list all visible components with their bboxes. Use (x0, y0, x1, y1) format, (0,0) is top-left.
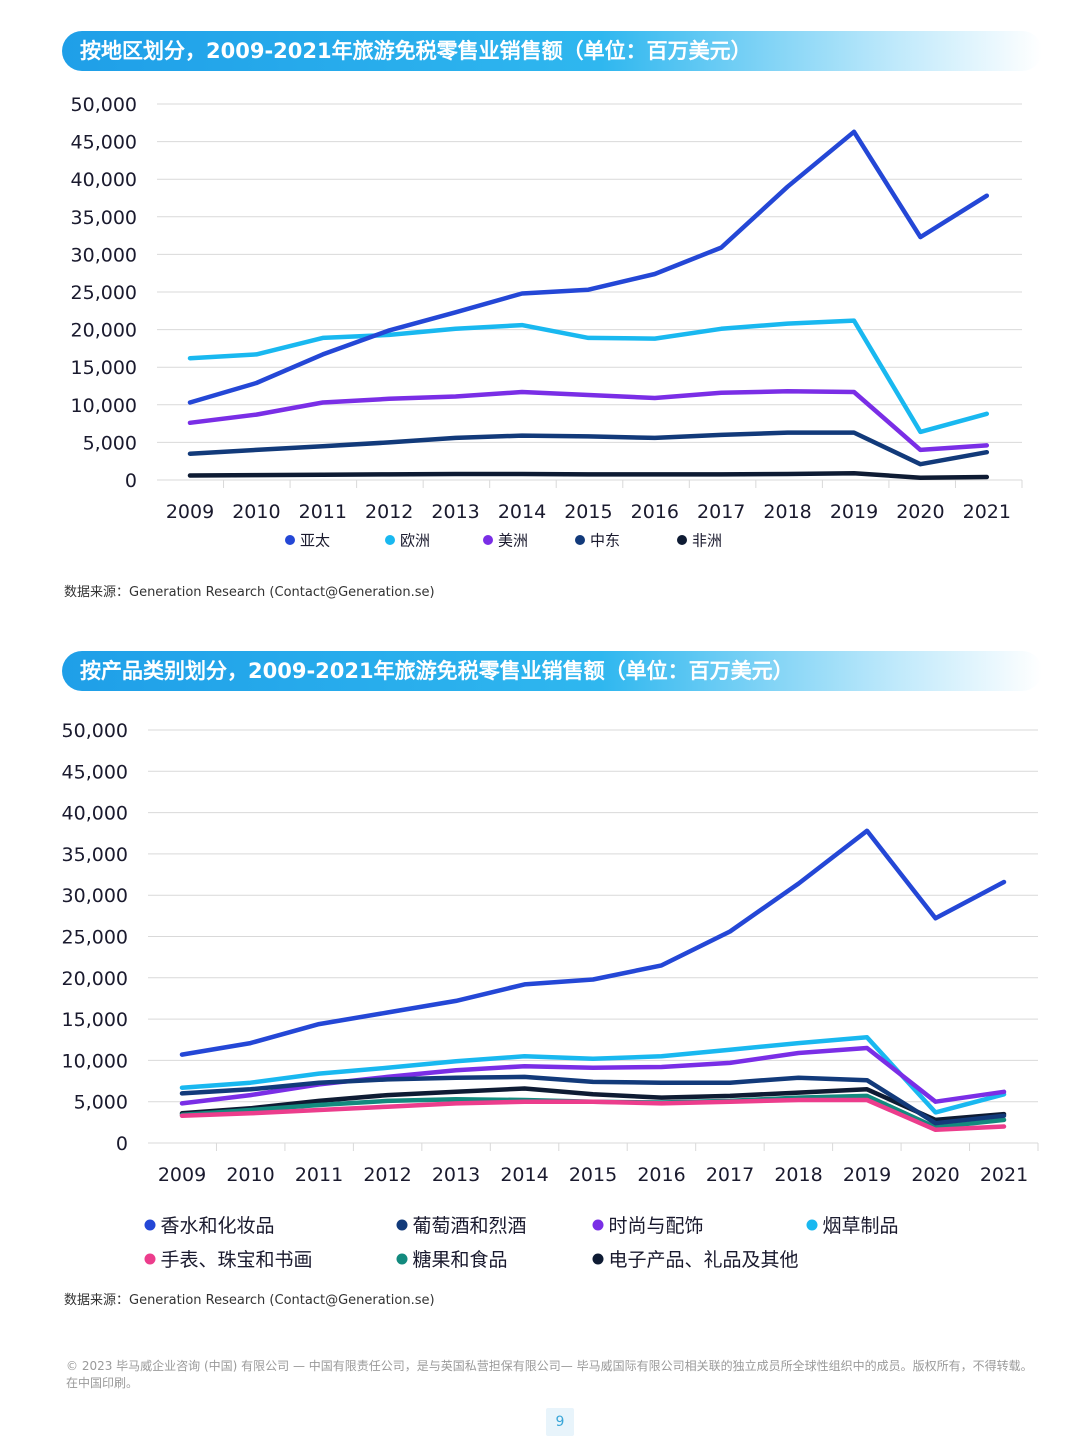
category-legend-label: 时尚与配饰 (609, 1215, 704, 1237)
category-legend-label: 电子产品、礼品及其他 (609, 1249, 799, 1271)
category-y-tick-label: 25,000 (62, 927, 128, 949)
region-y-tick-label: 40,000 (71, 169, 137, 191)
region-x-tick-label: 2009 (166, 501, 214, 523)
category-legend-label: 香水和化妆品 (161, 1215, 275, 1237)
chart2-source: 数据来源：Generation Research (Contact@Genera… (64, 1293, 435, 1308)
chart1-title: 按地区划分，2009-2021年旅游免税零售业销售额（单位：百万美元） (80, 39, 752, 63)
region-series-line-美洲 (187, 389, 990, 453)
category-legend-marker (396, 1253, 408, 1265)
region-x-tick-label: 2021 (963, 501, 1011, 523)
chart1-source: 数据来源：Generation Research (Contact@Genera… (64, 585, 435, 600)
category-x-tick-label: 2021 (980, 1164, 1028, 1186)
region-legend-label: 中东 (590, 531, 620, 549)
region-series-line-中东 (187, 430, 990, 467)
region-legend-label: 美洲 (498, 531, 528, 549)
chart2-banner: 按产品类别划分，2009-2021年旅游免税零售业销售额（单位：百万美元） (62, 651, 1042, 691)
region-y-tick-label: 25,000 (71, 282, 137, 304)
category-series-line-电子产品、礼品及其他 (179, 1086, 1007, 1123)
category-y-tick-label: 50,000 (62, 720, 128, 742)
category-x-tick-label: 2020 (911, 1164, 959, 1186)
category-legend-marker (144, 1253, 156, 1265)
category-y-tick-label: 20,000 (62, 968, 128, 990)
category-legend-marker (592, 1219, 604, 1231)
category-legend-marker (144, 1219, 156, 1231)
category-x-tick-label: 2011 (295, 1164, 343, 1186)
copyright-footer: © 2023 毕马威企业咨询 (中国) 有限公司 — 中国有限责任公司，是与英国… (66, 1359, 1033, 1390)
region-series-line-欧洲 (187, 318, 990, 435)
category-y-tick-label: 5,000 (74, 1092, 128, 1114)
category-x-tick-label: 2016 (637, 1164, 685, 1186)
category-x-tick-label: 2014 (500, 1164, 548, 1186)
region-legend-label: 欧洲 (400, 531, 430, 549)
region-x-tick-label: 2010 (232, 501, 280, 523)
region-legend-marker (285, 535, 295, 545)
region-legend-marker (575, 535, 585, 545)
category-x-tick-label: 2012 (363, 1164, 411, 1186)
category-sales-line-chart: 0 5,000 10,000 15,000 20,000 25,000 30,000 35,0… (62, 720, 1039, 1271)
category-y-tick-label: 0 (116, 1133, 128, 1155)
chart2-title: 按产品类别划分，2009-2021年旅游免税零售业销售额（单位：百万美元） (80, 659, 794, 683)
category-series-line-手表、珠宝和书画 (179, 1097, 1007, 1133)
category-legend-label: 烟草制品 (823, 1215, 899, 1237)
category-y-tick-label: 45,000 (62, 761, 128, 783)
category-series-line-葡萄酒和烈酒 (179, 1074, 1007, 1126)
region-series-line-非洲 (187, 470, 990, 480)
region-series-line-亚太 (187, 129, 990, 405)
region-legend-marker (385, 535, 395, 545)
region-sales-line-chart: 0 5,000 10,000 15,000 20,000 25,000 30,000 35,0… (71, 94, 1023, 549)
category-y-tick-label: 40,000 (62, 803, 128, 825)
region-legend-label: 非洲 (692, 531, 722, 549)
category-x-tick-label: 2009 (158, 1164, 206, 1186)
region-legend-marker (677, 535, 687, 545)
region-y-tick-label: 50,000 (71, 94, 137, 116)
region-x-tick-label: 2020 (896, 501, 944, 523)
region-x-tick-label: 2016 (631, 501, 679, 523)
region-y-tick-label: 15,000 (71, 357, 137, 379)
region-x-tick-label: 2018 (763, 501, 811, 523)
region-y-tick-label: 10,000 (71, 395, 137, 417)
region-y-tick-label: 30,000 (71, 244, 137, 266)
region-x-tick-label: 2017 (697, 501, 745, 523)
region-x-tick-label: 2013 (431, 501, 479, 523)
category-y-tick-label: 10,000 (62, 1050, 128, 1072)
region-y-tick-label: 0 (125, 470, 137, 492)
page-number: 9 (546, 1408, 574, 1436)
region-legend-marker (483, 535, 493, 545)
region-y-tick-label: 45,000 (71, 132, 137, 154)
category-y-tick-label: 30,000 (62, 885, 128, 907)
category-legend-marker (806, 1219, 818, 1231)
category-x-tick-label: 2019 (843, 1164, 891, 1186)
region-legend-label: 亚太 (300, 531, 330, 549)
category-x-tick-label: 2017 (706, 1164, 754, 1186)
category-series-line-香水和化妆品 (179, 828, 1007, 1057)
category-legend-marker (592, 1253, 604, 1265)
category-legend-label: 糖果和食品 (413, 1249, 508, 1271)
category-x-tick-label: 2018 (774, 1164, 822, 1186)
region-y-tick-label: 20,000 (71, 320, 137, 342)
category-legend-label: 葡萄酒和烈酒 (413, 1215, 527, 1237)
category-x-tick-label: 2010 (226, 1164, 274, 1186)
region-x-tick-label: 2019 (830, 501, 878, 523)
region-y-tick-label: 5,000 (83, 432, 137, 454)
region-y-tick-label: 35,000 (71, 207, 137, 229)
category-y-tick-label: 15,000 (62, 1009, 128, 1031)
category-x-tick-label: 2013 (432, 1164, 480, 1186)
region-x-tick-label: 2014 (498, 501, 546, 523)
region-x-tick-label: 2012 (365, 501, 413, 523)
category-series-line-烟草制品 (179, 1035, 1007, 1115)
chart1-banner: 按地区划分，2009-2021年旅游免税零售业销售额（单位：百万美元） (62, 31, 1042, 71)
category-legend-label: 手表、珠宝和书画 (161, 1249, 313, 1271)
category-y-tick-label: 35,000 (62, 844, 128, 866)
region-x-tick-label: 2015 (564, 501, 612, 523)
category-x-tick-label: 2015 (569, 1164, 617, 1186)
category-legend-marker (396, 1219, 408, 1231)
region-x-tick-label: 2011 (299, 501, 347, 523)
